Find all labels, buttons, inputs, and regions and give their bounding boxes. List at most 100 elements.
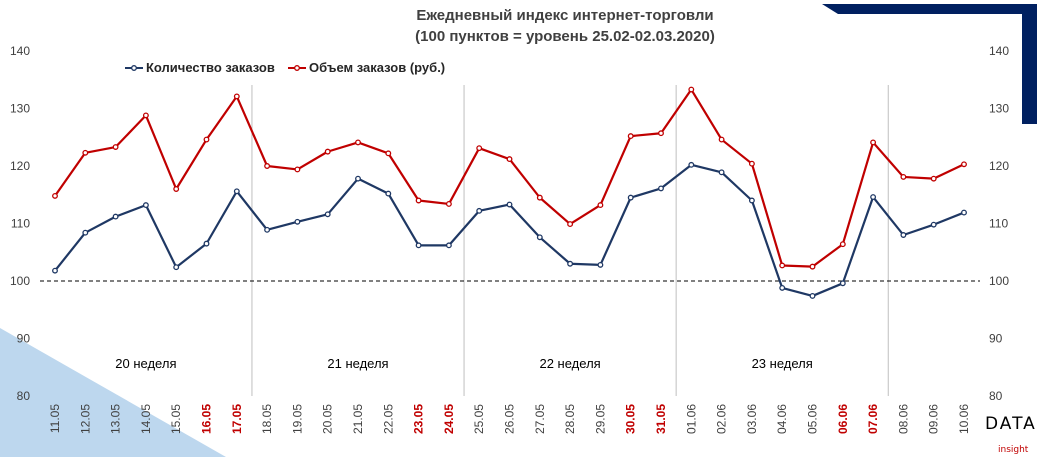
y-tick-right-140: 140 bbox=[989, 44, 1009, 58]
week-labels: 20 неделя 21 неделя 22 неделя 23 неделя bbox=[115, 356, 813, 371]
x-tick-31-05: 31.05 bbox=[654, 404, 668, 434]
series-line-1 bbox=[54, 163, 965, 298]
data-point-s2-12-05 bbox=[82, 149, 89, 156]
data-point-s2-03-06 bbox=[748, 160, 755, 167]
data-point-s2-27-05 bbox=[536, 194, 543, 201]
data-point-s2-02-06 bbox=[718, 136, 725, 143]
y-tick-left-110: 110 bbox=[11, 217, 30, 231]
data-point-s1-02-06 bbox=[718, 169, 725, 176]
logo-text-sub: insight bbox=[998, 445, 1029, 455]
legend: Количество заказов Объем заказов (руб.) bbox=[125, 60, 445, 75]
chart-title-line-2: (100 пунктов = уровень 25.02-02.03.2020) bbox=[415, 28, 715, 45]
data-point-s1-08-06 bbox=[900, 232, 907, 238]
data-point-s2-09-06 bbox=[930, 175, 937, 182]
data-point-s1-03-06 bbox=[748, 197, 755, 204]
data-point-s2-10-06 bbox=[961, 161, 967, 168]
data-point-s2-14-05 bbox=[142, 112, 149, 119]
x-tick-20-05: 20.05 bbox=[321, 404, 335, 434]
data-point-s1-10-06 bbox=[961, 209, 967, 216]
data-point-s1-22-05 bbox=[385, 190, 392, 197]
week-label-21: 21 неделя bbox=[327, 356, 388, 371]
x-tick-07-06: 07.06 bbox=[866, 404, 880, 434]
data-point-s1-28-05 bbox=[567, 260, 574, 267]
x-tick-17-05: 17.05 bbox=[230, 404, 244, 434]
y-tick-left-130: 130 bbox=[10, 102, 30, 116]
data-point-s2-28-05 bbox=[567, 221, 574, 228]
data-point-s2-07-06 bbox=[870, 139, 877, 146]
x-tick-06-06: 06.06 bbox=[836, 404, 850, 434]
data-point-s1-31-05 bbox=[658, 185, 664, 192]
x-tick-23-05: 23.05 bbox=[412, 404, 426, 434]
data-point-s1-29-05 bbox=[597, 261, 604, 268]
x-axis: 11.05 12.05 13.05 14.05 15.05 16.05 17.05 18.05… bbox=[48, 404, 971, 434]
week-label-23: 23 неделя bbox=[752, 356, 813, 371]
series-line-2 bbox=[54, 88, 965, 268]
data-insight-logo: DATA insight bbox=[985, 414, 1037, 455]
x-tick-25-05: 25.05 bbox=[472, 404, 486, 434]
data-point-s2-31-05 bbox=[658, 130, 664, 137]
data-point-s2-24-05 bbox=[445, 200, 452, 207]
data-point-s1-17-05 bbox=[233, 188, 240, 195]
x-tick-19-05: 19.05 bbox=[290, 404, 304, 434]
y-tick-left-90: 90 bbox=[17, 332, 31, 346]
data-point-s1-14-05 bbox=[142, 202, 149, 209]
corner-decoration-bottom-right bbox=[950, 322, 1037, 457]
data-point-s2-21-05 bbox=[355, 139, 361, 146]
y-tick-right-90: 90 bbox=[989, 332, 1003, 346]
y-tick-right-120: 120 bbox=[989, 159, 1009, 173]
x-tick-05-06: 05.06 bbox=[806, 404, 820, 434]
x-tick-01-06: 01.06 bbox=[684, 404, 698, 434]
y-tick-left-120: 120 bbox=[10, 159, 30, 173]
x-tick-26-05: 26.05 bbox=[503, 404, 517, 434]
data-point-s2-08-06 bbox=[900, 173, 907, 180]
data-point-s1-04-06 bbox=[779, 284, 786, 291]
legend-label-orders-count: Количество заказов bbox=[146, 60, 275, 75]
x-tick-24-05: 24.05 bbox=[442, 404, 456, 434]
data-point-s1-25-05 bbox=[476, 207, 483, 214]
logo-text-main: DATA bbox=[985, 414, 1037, 434]
data-point-s2-18-05 bbox=[264, 163, 271, 169]
x-tick-02-06: 02.06 bbox=[715, 404, 729, 434]
data-point-s1-15-05 bbox=[173, 264, 180, 271]
legend-marker-orders-volume bbox=[294, 65, 300, 71]
data-point-s2-17-05 bbox=[233, 93, 240, 100]
data-point-s1-18-05 bbox=[264, 226, 271, 233]
y-tick-left-140: 140 bbox=[10, 44, 30, 58]
x-tick-08-06: 08.06 bbox=[896, 404, 910, 434]
data-point-s1-09-06 bbox=[930, 221, 937, 228]
x-tick-04-06: 04.06 bbox=[775, 404, 789, 434]
data-point-s1-06-06 bbox=[839, 280, 846, 287]
x-tick-16-05: 16.05 bbox=[200, 404, 214, 434]
y-tick-right-80: 80 bbox=[989, 389, 1003, 403]
x-tick-21-05: 21.05 bbox=[351, 404, 365, 434]
data-point-s1-07-06 bbox=[870, 194, 877, 200]
x-tick-15-05: 15.05 bbox=[169, 404, 183, 434]
x-tick-14-05: 14.05 bbox=[139, 404, 153, 434]
week-dividers bbox=[251, 85, 889, 396]
x-tick-29-05: 29.05 bbox=[593, 404, 607, 434]
x-tick-10-06: 10.06 bbox=[957, 404, 971, 434]
corner-decoration-bottom-left bbox=[0, 328, 226, 457]
data-point-s1-21-05 bbox=[355, 175, 361, 182]
data-point-s2-13-05 bbox=[112, 144, 119, 150]
x-tick-03-06: 03.06 bbox=[745, 404, 759, 434]
data-point-s2-19-05 bbox=[294, 166, 301, 173]
y-axis-right: 80 90 100 110 120 130 140 bbox=[989, 44, 1009, 403]
data-point-s2-22-05 bbox=[385, 150, 392, 157]
data-point-s1-05-06 bbox=[809, 293, 816, 299]
data-point-s2-23-05 bbox=[415, 197, 422, 204]
data-point-s1-20-05 bbox=[324, 211, 331, 218]
y-tick-right-130: 130 bbox=[989, 102, 1009, 116]
x-tick-22-05: 22.05 bbox=[381, 404, 395, 434]
data-point-s1-30-05 bbox=[627, 194, 634, 201]
y-tick-right-110: 110 bbox=[989, 217, 1008, 231]
x-tick-27-05: 27.05 bbox=[533, 404, 547, 434]
data-point-s2-30-05 bbox=[627, 133, 634, 140]
data-point-s1-19-05 bbox=[294, 218, 301, 225]
data-point-s2-29-05 bbox=[597, 202, 604, 209]
data-point-s1-23-05 bbox=[415, 242, 422, 249]
x-tick-18-05: 18.05 bbox=[260, 404, 274, 434]
data-point-s2-26-05 bbox=[506, 156, 513, 163]
